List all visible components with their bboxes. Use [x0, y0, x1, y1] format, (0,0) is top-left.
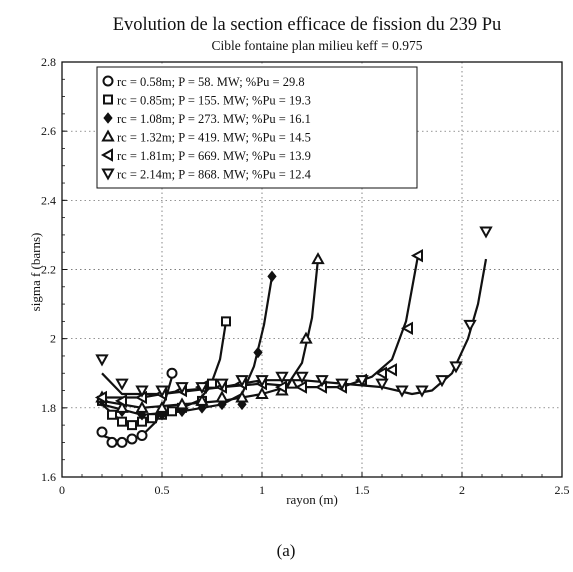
- data-point-series-6: [135, 385, 149, 398]
- data-point-series-5: [374, 366, 387, 380]
- y-axis-label: sigma f (barns): [28, 233, 43, 312]
- legend-label-6: rc = 2.14m; P = 868. MW; %Pu = 12.4: [117, 168, 312, 182]
- data-point-series-1: [106, 436, 118, 448]
- legend-label-4: rc = 1.32m; P = 419. MW; %Pu = 14.5: [117, 131, 311, 145]
- data-point-series-6: [195, 382, 209, 395]
- data-point-series-6: [449, 361, 463, 374]
- x-tick-label: 2.5: [555, 483, 570, 497]
- legend-marker-1: [102, 75, 114, 87]
- data-point-series-6: [155, 385, 169, 398]
- legend-marker-3: [103, 112, 113, 124]
- y-tick-label: 2.8: [41, 55, 56, 69]
- x-tick-label: 0.5: [155, 483, 170, 497]
- y-tick-label: 1.8: [41, 401, 56, 415]
- data-point-series-2: [117, 416, 127, 427]
- chart-subtitle: Cible fontaine plan milieu keff = 0.975: [212, 38, 423, 53]
- data-point-series-4: [311, 252, 325, 265]
- data-point-series-6: [479, 226, 493, 239]
- y-tick-label: 2.4: [41, 193, 56, 207]
- data-point-series-4: [235, 390, 249, 403]
- legend: rc = 0.58m; P = 58. MW; %Pu = 29.8 rc = 0…: [96, 66, 418, 189]
- data-point-series-6: [375, 378, 389, 391]
- data-point-series-4: [115, 400, 129, 413]
- data-point-series-6: [355, 375, 369, 388]
- y-tick-label: 1.6: [41, 470, 56, 484]
- y-tick-label: 2.6: [41, 124, 56, 138]
- x-tick-label: 1: [259, 483, 265, 497]
- data-point-series-6: [215, 378, 229, 391]
- legend-label-1: rc = 0.58m; P = 58. MW; %Pu = 29.8: [117, 75, 305, 89]
- data-point-series-1: [126, 433, 138, 445]
- y-tick-label: 2: [50, 332, 56, 346]
- legend-label-3: rc = 1.08m; P = 273. MW; %Pu = 16.1: [117, 112, 311, 126]
- data-point-series-6: [435, 375, 449, 388]
- data-point-series-4: [215, 390, 229, 403]
- x-tick-label: 2: [459, 483, 465, 497]
- data-point-series-1: [116, 436, 128, 448]
- legend-marker-2: [103, 94, 113, 105]
- data-point-series-6: [175, 382, 189, 395]
- legend-marker-4: [101, 129, 115, 142]
- data-point-series-5: [410, 248, 423, 263]
- data-point-series-6: [275, 371, 289, 384]
- data-point-series-1: [96, 426, 108, 438]
- x-tick-label: 0: [59, 483, 65, 497]
- data-point-series-5: [384, 363, 397, 377]
- data-point-series-6: [255, 375, 269, 388]
- grid-lines: [62, 62, 562, 477]
- legend-label-5: rc = 1.81m; P = 669. MW; %Pu = 13.9: [117, 149, 311, 163]
- data-point-series-6: [235, 375, 249, 388]
- x-axis-label: rayon (m): [286, 492, 338, 507]
- data-point-series-4: [195, 393, 209, 406]
- data-point-series-6: [395, 385, 409, 398]
- data-point-series-5: [94, 390, 107, 405]
- data-point-series-3: [253, 346, 263, 359]
- data-point-series-4: [135, 400, 149, 413]
- legend-marker-6: [101, 168, 115, 181]
- axis-ticks: 0 0.5 1 1.5 2 2.5 1.6 1.8 2 2.2 2.4 2.6 2.8: [41, 55, 570, 497]
- legend-marker-5: [100, 148, 113, 162]
- data-point-series-1: [136, 430, 148, 441]
- data-point-series-5: [274, 380, 287, 394]
- data-point-series-2: [207, 378, 217, 389]
- y-tick-label: 2.2: [41, 263, 56, 277]
- figure-caption: (a): [277, 541, 296, 560]
- data-point-series-6: [415, 385, 429, 398]
- data-point-series-3: [267, 270, 277, 283]
- data-point-series-5: [114, 394, 127, 408]
- data-point-series-6: [315, 375, 329, 388]
- data-point-series-6: [115, 378, 129, 391]
- data-point-series-4: [255, 386, 269, 399]
- data-point-series-2: [127, 420, 137, 431]
- data-point-series-4: [155, 400, 169, 413]
- data-point-series-4: [299, 331, 313, 344]
- legend-label-2: rc = 0.85m; P = 155. MW; %Pu = 19.3: [117, 94, 311, 108]
- data-point-series-2: [167, 406, 177, 417]
- series-markers: [94, 226, 493, 448]
- data-point-series-2: [107, 409, 117, 420]
- data-point-series-6: [463, 319, 477, 332]
- x-tick-label: 1.5: [355, 483, 370, 497]
- data-point-series-4: [175, 397, 189, 410]
- data-point-series-6: [295, 371, 309, 384]
- chart-title: Evolution de la section efficace de fiss…: [113, 15, 502, 35]
- data-point-series-1: [166, 367, 178, 379]
- data-point-series-5: [294, 380, 307, 394]
- data-point-series-2: [221, 316, 231, 327]
- legend-box: [96, 66, 418, 189]
- data-point-series-5: [400, 321, 413, 335]
- data-point-series-6: [335, 378, 349, 391]
- data-point-series-4: [285, 376, 299, 389]
- data-point-series-2: [147, 413, 157, 424]
- data-point-series-6: [95, 354, 109, 367]
